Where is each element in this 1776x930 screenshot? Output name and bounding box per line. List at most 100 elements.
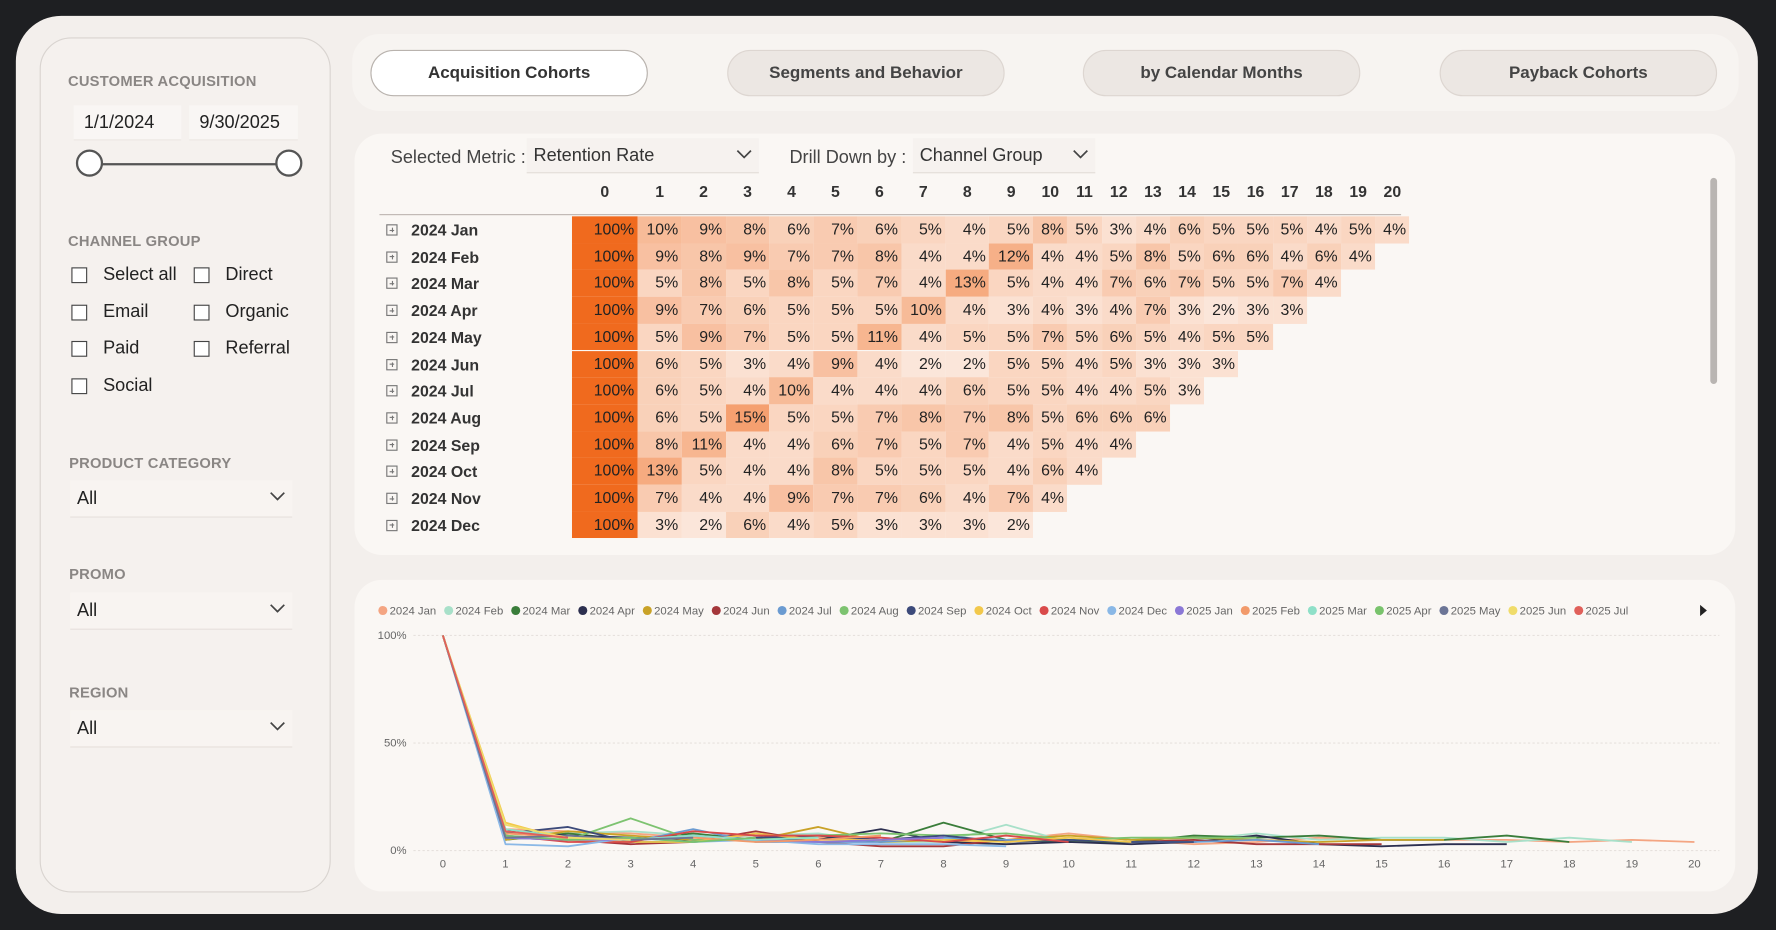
legend-label: 2024 Sep: [918, 605, 966, 617]
heat-cell: 6%: [945, 377, 990, 405]
heat-cell: 4%: [1033, 243, 1068, 270]
heat-cell: 5%: [945, 457, 990, 485]
expand-icon[interactable]: [386, 465, 398, 478]
heat-cell: 5%: [813, 323, 858, 351]
legend-marker: [1508, 605, 1518, 616]
checkbox[interactable]: [71, 267, 88, 284]
heat-cell: 3%: [1204, 350, 1239, 378]
dropdown[interactable]: All: [70, 710, 293, 748]
heat-cell: 4%: [725, 457, 770, 485]
legend-label: 2025 Jun: [1520, 605, 1567, 617]
legend-label: 2024 May: [654, 605, 704, 617]
heat-cell: 100%: [571, 457, 638, 485]
expand-icon[interactable]: [386, 385, 398, 397]
heat-cell: 6%: [1033, 457, 1068, 485]
checkbox-label: Social: [103, 375, 153, 395]
x-tick-label: 4: [690, 859, 696, 871]
dropdown[interactable]: All: [70, 592, 293, 630]
heat-cell: 9%: [681, 323, 726, 351]
x-tick-label: 19: [1626, 859, 1639, 871]
heat-cell: 5%: [1238, 323, 1273, 351]
x-tick-label: 3: [627, 859, 633, 871]
heat-cell: 7%: [857, 484, 902, 512]
heat-cell: 13%: [945, 270, 990, 297]
heat-cell: 7%: [1272, 270, 1307, 297]
expand-icon[interactable]: [386, 251, 398, 263]
drill-label: Drill Down by :: [789, 148, 907, 168]
checkbox[interactable]: [193, 340, 210, 357]
column-header: 14: [1178, 182, 1196, 201]
heat-cell: 5%: [1101, 243, 1136, 270]
slider-handle[interactable]: [275, 149, 303, 177]
metric-dropdown[interactable]: Retention Rate: [526, 138, 759, 174]
checkbox[interactable]: [71, 340, 88, 357]
dropdown[interactable]: All: [70, 480, 293, 518]
start-date[interactable]: 1/1/2024: [73, 105, 182, 141]
checkbox[interactable]: [71, 304, 88, 320]
checkbox[interactable]: [193, 304, 210, 320]
legend-marker: [511, 605, 521, 616]
legend-next-arrow[interactable]: [1700, 604, 1707, 617]
legend-label: 2025 Jul: [1586, 605, 1629, 617]
heat-cell: 4%: [1067, 350, 1102, 378]
series-line: [442, 635, 569, 839]
heat-cell: 5%: [989, 377, 1034, 405]
checkbox[interactable]: [71, 377, 88, 394]
y-tick-label: 100%: [378, 630, 407, 642]
expand-icon[interactable]: [386, 412, 398, 424]
heat-cell: 9%: [637, 296, 682, 324]
heat-cell: 5%: [1204, 270, 1239, 297]
series-line: [442, 635, 1507, 848]
series-line: [442, 635, 631, 841]
heat-cell: 5%: [989, 350, 1034, 378]
legend-label: 2024 Jun: [723, 605, 770, 617]
heat-cell: 12%: [989, 243, 1034, 270]
expand-icon[interactable]: [386, 304, 398, 317]
expand-icon[interactable]: [386, 492, 398, 505]
expand-icon[interactable]: [386, 277, 398, 290]
heat-cell: 7%: [1135, 296, 1171, 324]
expand-icon[interactable]: [386, 439, 398, 451]
x-tick-label: 16: [1438, 859, 1451, 871]
heat-cell: 3%: [1135, 350, 1171, 378]
legend-label: 2024 Mar: [523, 605, 571, 617]
heat-cell: 5%: [1067, 216, 1102, 244]
expand-icon[interactable]: [386, 331, 398, 343]
heat-cell: 7%: [857, 270, 902, 297]
heat-cell: 4%: [1067, 243, 1102, 270]
legend-label: 2024 Dec: [1119, 605, 1168, 617]
heat-cell: 8%: [725, 216, 770, 244]
heat-cell: 4%: [901, 243, 946, 270]
row-label: 2024 Dec: [411, 516, 480, 535]
tab[interactable]: Segments and Behavior: [727, 49, 1005, 97]
heat-cell: 100%: [571, 323, 638, 351]
expand-icon[interactable]: [386, 224, 398, 236]
heat-cell: 3%: [725, 350, 770, 378]
expand-icon[interactable]: [386, 358, 398, 370]
column-header: 18: [1315, 182, 1333, 201]
heat-cell: 6%: [1170, 216, 1205, 244]
scrollbar[interactable]: [1710, 177, 1718, 384]
tab[interactable]: by Calendar Months: [1082, 49, 1361, 97]
end-date[interactable]: 9/30/2025: [189, 105, 298, 141]
heat-cell: 4%: [813, 377, 858, 405]
checkbox[interactable]: [193, 267, 210, 284]
heat-cell: 4%: [1067, 270, 1102, 297]
legend-label: 2024 Feb: [455, 605, 503, 617]
slider-handle[interactable]: [75, 149, 104, 177]
heat-cell: 100%: [571, 511, 638, 539]
tab[interactable]: Payback Cohorts: [1439, 49, 1718, 97]
tab[interactable]: Acquisition Cohorts: [370, 49, 648, 97]
legend-marker: [642, 605, 652, 616]
expand-icon[interactable]: [386, 519, 398, 531]
heat-cell: 5%: [813, 511, 858, 539]
metric-value: Retention Rate: [533, 146, 655, 166]
heat-cell: 5%: [813, 404, 858, 432]
heat-cell: 10%: [901, 296, 946, 324]
x-tick-label: 20: [1688, 859, 1701, 871]
heat-cell: 4%: [1135, 216, 1171, 244]
drill-dropdown[interactable]: Channel Group: [912, 138, 1096, 174]
legend-marker: [1174, 605, 1184, 616]
series-line: [442, 635, 944, 843]
